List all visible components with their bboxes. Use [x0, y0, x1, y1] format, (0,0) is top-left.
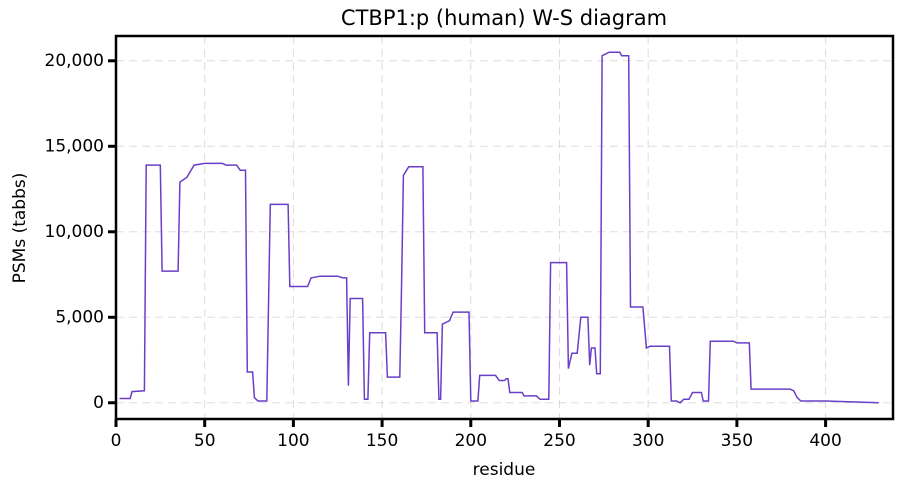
x-tick-label: 250	[543, 431, 575, 451]
y-tick-label: 20,000	[45, 51, 104, 71]
x-axis-label: residue	[473, 460, 536, 480]
x-tick-label: 100	[277, 431, 309, 451]
plot-frame	[114, 34, 895, 421]
chart-title: CTBP1:p (human) W-S diagram	[341, 6, 667, 30]
x-tick-label: 50	[194, 431, 216, 451]
y-tick-label: 5,000	[55, 307, 104, 327]
x-tick-label: 200	[455, 431, 487, 451]
x-tick-label: 300	[632, 431, 664, 451]
y-tick-label: 15,000	[45, 136, 104, 156]
x-tick-label: 350	[721, 431, 753, 451]
x-tick-label: 150	[366, 431, 398, 451]
x-tick-label: 0	[111, 431, 122, 451]
y-tick-label: 10,000	[45, 222, 104, 242]
y-tick-label: 0	[93, 393, 104, 413]
y-axis-label: PSMs (tabbs)	[10, 173, 30, 284]
data-line	[119, 51, 879, 404]
x-tick-label: 400	[809, 431, 841, 451]
